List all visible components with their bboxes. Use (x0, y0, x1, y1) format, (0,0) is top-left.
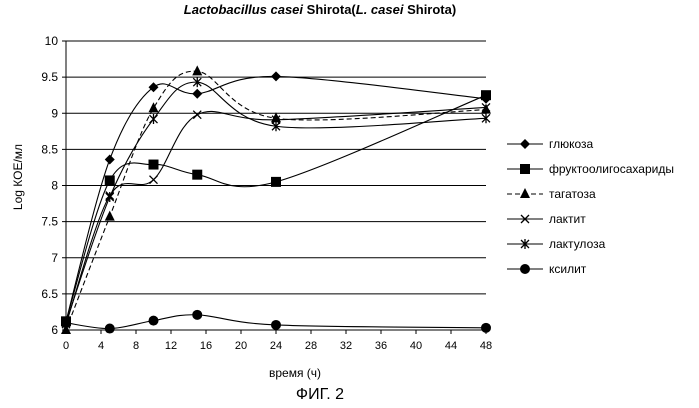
series-1 (61, 71, 491, 326)
legend-marker (520, 164, 530, 174)
legend-marker (520, 264, 530, 274)
legend-item: глюкоза (505, 134, 699, 159)
legend-marker (520, 188, 530, 198)
legend-swatch (505, 137, 545, 151)
legend-item: фруктоолигосахариды (505, 159, 699, 184)
y-tick-label: 9 (51, 106, 58, 120)
data-point (271, 320, 281, 330)
x-tick-label: 8 (133, 340, 139, 352)
legend-item: лактит (505, 209, 699, 234)
x-tick-label: 36 (375, 340, 387, 352)
y-tick-label: 7 (51, 251, 58, 265)
data-point (105, 175, 115, 185)
data-point (271, 71, 281, 81)
legend-swatch (505, 212, 545, 226)
data-point (192, 89, 202, 99)
legend-item: ксилит (505, 259, 699, 284)
data-point (271, 177, 281, 187)
data-point (105, 154, 115, 164)
data-point (192, 65, 202, 75)
legend-swatch (505, 237, 545, 251)
chart-legend: глюкоза фруктоолигосахариды тагатоза лактит… (505, 134, 699, 284)
y-axis-label: Log КОЕ/мл (11, 127, 25, 227)
x-tick-label: 16 (200, 340, 212, 352)
legend-label: глюкоза (549, 137, 593, 151)
x-tick-label: 32 (340, 340, 352, 352)
data-point (61, 318, 71, 328)
data-point (192, 170, 202, 180)
data-point (149, 316, 159, 326)
legend-swatch (505, 187, 545, 201)
data-point (481, 90, 491, 100)
series-line (66, 71, 486, 330)
y-tick-label: 8 (51, 179, 58, 193)
y-tick-label: 10 (45, 34, 59, 48)
legend-item: лактулоза (505, 234, 699, 259)
y-tick-label: 7.5 (41, 215, 58, 229)
legend-label: ксилит (549, 262, 586, 276)
legend-label: лактулоза (549, 237, 605, 251)
data-point (271, 112, 281, 122)
legend-label: тагатоза (549, 187, 596, 201)
legend-marker (520, 139, 530, 149)
x-tick-label: 48 (480, 340, 492, 352)
y-tick-label: 8.5 (41, 142, 58, 156)
data-point (149, 160, 159, 170)
data-point (481, 323, 491, 333)
x-tick-label: 20 (235, 340, 247, 352)
data-point (150, 114, 158, 124)
x-tick-label: 28 (305, 340, 317, 352)
legend-swatch (505, 262, 545, 276)
data-point (106, 192, 114, 202)
series-4 (62, 103, 490, 328)
x-tick-label: 0 (63, 340, 69, 352)
y-tick-label: 6 (51, 323, 58, 337)
x-tick-label: 4 (98, 340, 104, 352)
data-point (192, 310, 202, 320)
data-point (149, 102, 159, 112)
legend-label: лактит (549, 212, 586, 226)
y-tick-label: 6.5 (41, 287, 58, 301)
legend-item: тагатоза (505, 184, 699, 209)
x-tick-label: 40 (410, 340, 422, 352)
x-tick-label: 12 (165, 340, 177, 352)
legend-label: фруктоолигосахариды (549, 162, 674, 176)
data-point (105, 324, 115, 334)
x-tick-label: 24 (270, 340, 282, 352)
series-line (66, 107, 486, 324)
data-point (193, 111, 201, 119)
data-point (105, 211, 115, 221)
y-tick-label: 9.5 (41, 70, 58, 84)
x-axis-label: время (ч) (235, 366, 355, 380)
data-point (150, 176, 158, 184)
legend-swatch (505, 162, 545, 176)
figure-caption: ФИГ. 2 (0, 386, 640, 404)
data-point (481, 104, 491, 114)
x-tick-label: 44 (445, 340, 457, 352)
